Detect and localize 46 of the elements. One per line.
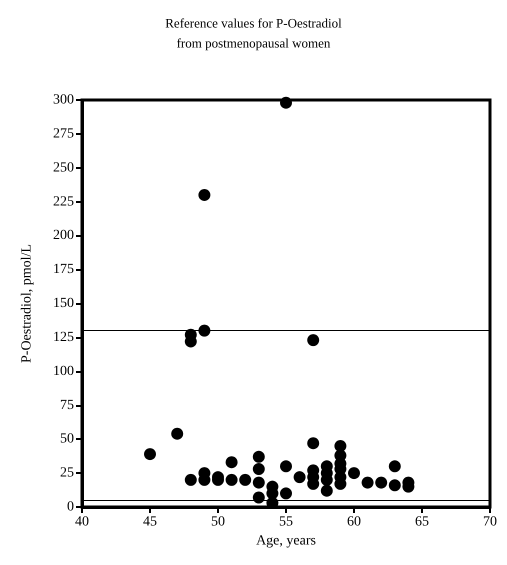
x-tick-label: 70 bbox=[483, 514, 497, 530]
x-tick-label: 40 bbox=[75, 514, 89, 530]
x-axis-title: Age, years bbox=[256, 533, 316, 548]
y-tick-label: 300 bbox=[53, 92, 74, 108]
y-tick-label: 75 bbox=[60, 398, 74, 413]
point bbox=[320, 484, 333, 497]
point bbox=[252, 476, 265, 489]
y-tick-label: 125 bbox=[53, 330, 74, 345]
x-tick-label: 50 bbox=[211, 514, 225, 530]
x-tick-label: 45 bbox=[143, 514, 157, 530]
y-axis-title: P-Oestradiol, pmol/L bbox=[20, 244, 34, 363]
point bbox=[184, 474, 197, 486]
point bbox=[252, 450, 265, 463]
y-tick-label: 225 bbox=[53, 194, 74, 210]
point bbox=[375, 476, 388, 489]
point bbox=[239, 474, 252, 486]
point bbox=[226, 474, 238, 486]
point bbox=[388, 460, 401, 472]
point bbox=[362, 476, 374, 489]
x-tick-label: 55 bbox=[279, 514, 293, 530]
y-tick-label: 25 bbox=[60, 466, 74, 481]
point bbox=[171, 428, 184, 440]
point bbox=[307, 437, 320, 450]
point bbox=[198, 188, 210, 201]
y-tick-label: 150 bbox=[53, 296, 74, 311]
y-tick-label: 0 bbox=[67, 500, 74, 514]
x-tick-label: 65 bbox=[415, 514, 429, 530]
point bbox=[307, 334, 320, 346]
point bbox=[144, 448, 156, 460]
point bbox=[252, 492, 265, 504]
y-tick-label: 250 bbox=[53, 160, 74, 176]
point bbox=[280, 487, 292, 500]
chart-title: Reference values for P-Oestradiol from postmenopausal women bbox=[165, 16, 342, 50]
point bbox=[252, 463, 265, 476]
point bbox=[226, 456, 238, 468]
point bbox=[388, 479, 401, 492]
point bbox=[294, 471, 306, 484]
point bbox=[280, 460, 292, 472]
point bbox=[280, 96, 292, 109]
y-tick-label: 200 bbox=[53, 228, 74, 244]
y-tick-label: 50 bbox=[60, 432, 74, 447]
y-tick-label: 275 bbox=[53, 126, 74, 142]
point bbox=[348, 467, 360, 480]
y-tick-label: 100 bbox=[53, 364, 74, 379]
x-tick-label: 60 bbox=[347, 514, 361, 530]
y-tick-label: 175 bbox=[53, 262, 74, 278]
